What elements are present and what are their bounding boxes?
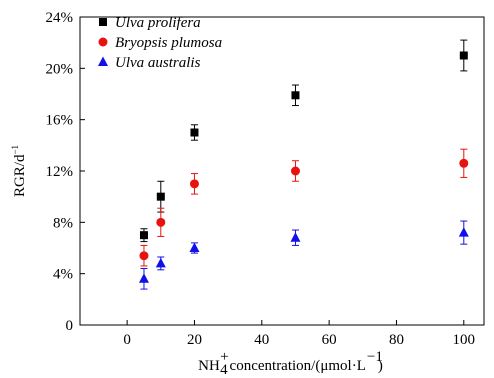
data-point: [190, 128, 199, 137]
legend-marker: [98, 37, 108, 47]
y-tick-label: 12%: [46, 164, 74, 180]
x-tick-label: 80: [389, 332, 404, 348]
data-point: [189, 179, 199, 189]
y-tick-label: 20%: [46, 61, 74, 77]
y-tick-label: 0: [66, 318, 74, 334]
x-axis-title-close-paren: ): [378, 358, 383, 374]
x-tick-label: 40: [254, 332, 269, 348]
y-tick-label: 24%: [46, 10, 74, 26]
y-tick-label: 16%: [46, 113, 74, 129]
x-axis-title-part-2: concentration/(μmol·L: [230, 358, 366, 374]
y-tick-label: 8%: [53, 215, 73, 231]
data-point: [139, 231, 148, 240]
data-point: [459, 158, 469, 168]
data-point: [156, 192, 165, 201]
x-axis-ticks: 0 20 40 60 80 100: [123, 320, 475, 348]
data-point: [138, 273, 149, 283]
legend-label: Ulva australis: [115, 55, 201, 71]
x-tick-label: 20: [187, 332, 202, 348]
data-point: [155, 257, 166, 268]
data-point: [459, 51, 468, 60]
y-axis-ticks: 0 4% 8% 12% 16% 20% 24%: [46, 10, 85, 334]
x-axis-title-part-1: NH: [198, 358, 220, 374]
data-point: [291, 91, 300, 100]
data-markers: [138, 51, 469, 283]
x-axis-title-superscript-plus: +: [220, 349, 228, 365]
x-tick-label: 60: [322, 332, 337, 348]
data-point: [189, 242, 200, 252]
legend-marker: [98, 56, 108, 66]
legend-marker: [99, 18, 107, 26]
x-axis-title-subscript-4: 4: [220, 362, 228, 378]
y-axis-title-text: RGR/d: [12, 154, 28, 197]
y-tick-label: 4%: [53, 267, 73, 283]
x-tick-label: 100: [453, 332, 476, 348]
error-bars: [140, 39, 468, 290]
x-axis-title-superscript-minus1: −1: [367, 349, 383, 365]
y-axis-title-group: RGR/d−1: [10, 145, 28, 197]
data-point: [458, 227, 469, 237]
data-point: [139, 251, 149, 261]
legend: Ulva prolifera Bryopsis plumosa Ulva austr…: [98, 15, 222, 71]
x-tick-label: 0: [123, 332, 131, 348]
data-point: [156, 217, 166, 227]
data-point: [290, 232, 301, 242]
data-point: [290, 166, 300, 176]
legend-label: Bryopsis plumosa: [115, 35, 222, 51]
y-axis-title-superscript: −1: [10, 145, 20, 155]
y-axis-title: RGR/d−1: [10, 145, 28, 197]
x-axis-title: NH concentration/(μmol·L: [198, 358, 366, 374]
legend-label: Ulva prolifera: [115, 15, 201, 31]
